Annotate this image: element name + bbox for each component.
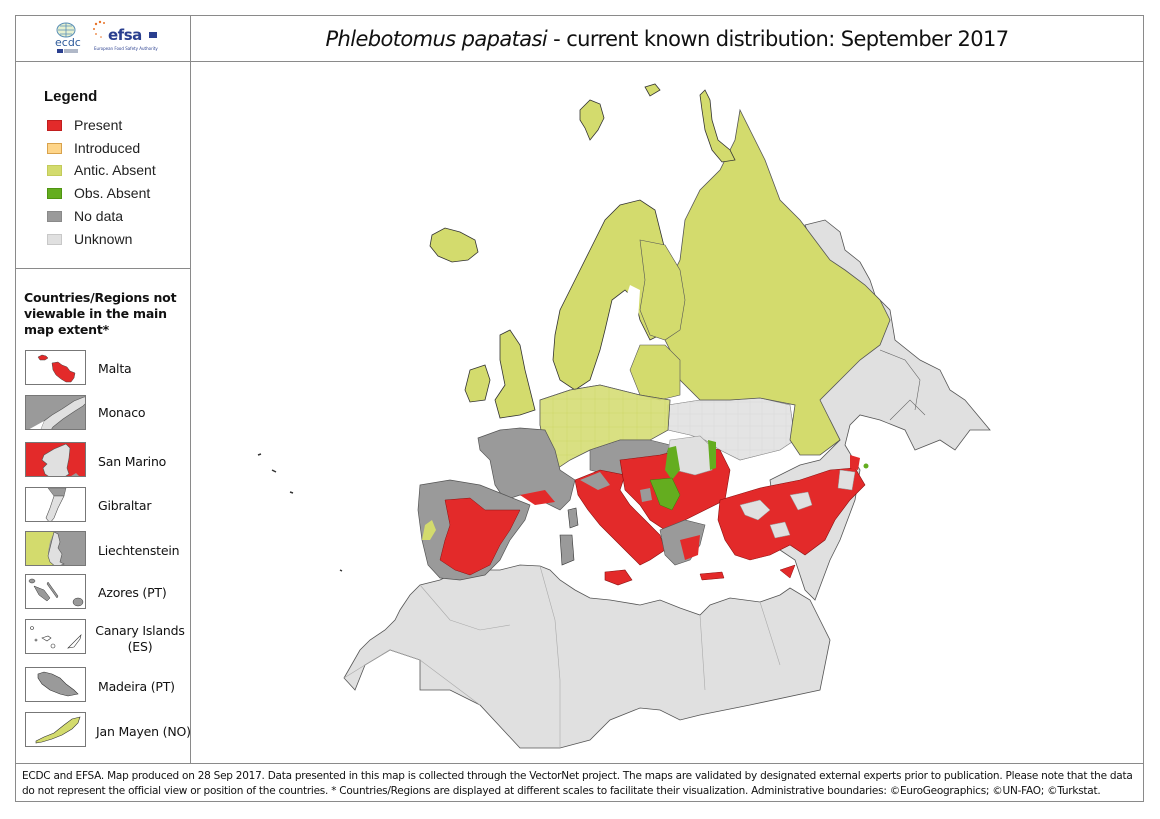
inset-azores [25, 574, 86, 609]
ecdc-logo-icon: ecdc efsa European Food Safety Authority [55, 20, 158, 53]
swatch-no-data [47, 210, 62, 222]
inset-san-marino [25, 442, 86, 477]
legend-panel: Legend Present Introduced Antic. Absent … [16, 62, 190, 268]
footer-credits: ECDC and EFSA. Map produced on 28 Sep 20… [16, 764, 1143, 802]
swatch-antic-absent [47, 164, 62, 176]
inset-label: Madeira (PT) [98, 679, 175, 694]
swatch-present [47, 119, 62, 131]
ireland [464, 364, 491, 403]
map-title: Phlebotomus papatasi - current known dis… [191, 16, 1143, 61]
legend-item-introduced: Introduced [47, 140, 140, 156]
legend-label: Antic. Absent [74, 162, 156, 178]
logo-area: ecdc efsa European Food Safety Authority [16, 16, 190, 61]
legend-label: Present [74, 117, 123, 133]
legend-item-antic-absent: Antic. Absent [47, 162, 156, 178]
italy-region [574, 469, 666, 566]
europe-map [257, 83, 991, 749]
iceland [429, 227, 479, 263]
legend-item-unknown: Unknown [47, 231, 132, 247]
map-frame [15, 15, 1144, 802]
legend-label: No data [74, 208, 124, 224]
inset-label: Jan Mayen (NO) [96, 724, 191, 739]
footer-line-1: ECDC and EFSA. Map produced on 28 Sep 20… [22, 770, 1133, 782]
inset-madeira [25, 667, 86, 702]
inset-gibraltar [25, 487, 86, 522]
title-species: Phlebotomus papatasi [325, 26, 548, 51]
inset-label: Malta [98, 361, 132, 376]
swatch-introduced [47, 142, 62, 154]
inset-label: Canary Islands (ES) [95, 623, 185, 654]
svg-text:European Food Safety Authority: European Food Safety Authority [94, 46, 158, 51]
france-region [477, 427, 576, 511]
britain [494, 329, 536, 419]
inset-malta [25, 350, 86, 385]
svg-text:ecdc: ecdc [55, 36, 81, 49]
inset-label: San Marino [98, 454, 167, 469]
inset-monaco [25, 395, 86, 430]
svg-text:efsa: efsa [108, 26, 142, 44]
legend-label: Unknown [74, 231, 133, 247]
russia-region [659, 108, 891, 456]
inset-label: Monaco [98, 405, 146, 420]
legend-item-obs-absent: Obs. Absent [47, 185, 150, 201]
legend-item-present: Present [47, 117, 122, 133]
title-text: - current known distribution: September … [547, 26, 1009, 51]
inset-label: Gibraltar [98, 498, 152, 513]
legend-title: Legend [44, 88, 98, 105]
inset-label: Liechtenstein [98, 543, 180, 558]
legend-divider [16, 268, 190, 269]
turkey-region [717, 467, 866, 561]
footer-line-2: do not represent the official view or po… [22, 785, 1101, 797]
efsa-logo-icon: efsa European Food Safety Authority [93, 20, 158, 51]
inset-jan-mayen [25, 712, 86, 747]
legend-item-no-data: No data [47, 208, 123, 224]
inset-label: Azores (PT) [98, 585, 167, 600]
swatch-unknown [47, 233, 62, 245]
header-divider [16, 61, 1143, 62]
insets-panel: Countries/Regions not viewable in the ma… [16, 269, 191, 763]
inset-canary-islands [25, 619, 86, 654]
legend-label: Introduced [74, 140, 141, 156]
insets-title: Countries/Regions not viewable in the ma… [24, 290, 177, 337]
footer-divider [16, 763, 1143, 764]
distribution-map [191, 62, 1143, 763]
sidebar-divider [190, 16, 191, 763]
inset-liechtenstein [25, 531, 86, 566]
legend-label: Obs. Absent [74, 185, 151, 201]
north-africa-region [343, 564, 831, 749]
swatch-obs-absent [47, 187, 62, 199]
